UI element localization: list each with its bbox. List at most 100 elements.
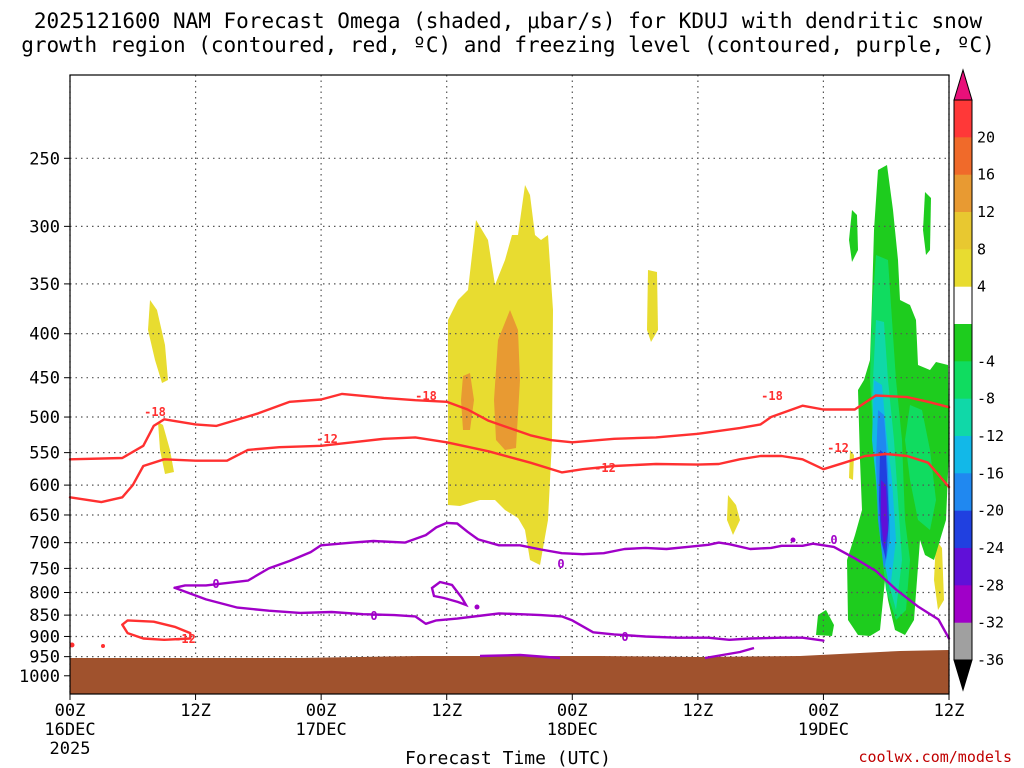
omega-shading [148, 185, 944, 610]
contour-labels: -18 -18 -18 -12 -12 -12 -12 0 0 0 0 0 [144, 389, 849, 646]
chart-title-line2: growth region (contoured, red, ºC) and f… [21, 33, 995, 57]
colorbar-label: -8 [977, 390, 995, 408]
colorbar-segment [954, 286, 972, 325]
colorbar-label: -12 [977, 427, 1004, 445]
x-tick-label: 00Z [55, 701, 86, 721]
colorbar-bottom-arrow [953, 659, 973, 692]
x-tick-date: 18DEC [547, 720, 598, 740]
colorbar-segment [954, 249, 972, 288]
freezing-level-fragments [69, 537, 796, 660]
contour-label-m18: -18 [415, 389, 437, 403]
x-tick-label: 00Z [557, 701, 588, 721]
y-tick-label: 350 [29, 275, 60, 295]
y-tick-label: 600 [29, 476, 60, 496]
colorbar-segment [954, 398, 972, 437]
chart-title-line1: 2025121600 NAM Forecast Omega (shaded, μ… [34, 9, 983, 33]
colorbar-segment [954, 361, 972, 400]
contour-label-m12: -12 [594, 461, 616, 475]
omega-region-upward [934, 540, 944, 610]
colorbar-top-arrow [953, 68, 973, 101]
colorbar-label: 8 [977, 240, 986, 258]
colorbar-label: -16 [977, 464, 1004, 482]
x-tick-label: 00Z [808, 701, 839, 721]
y-tick-label: 700 [29, 534, 60, 554]
colorbar-label: -20 [977, 502, 1004, 520]
x-tick-year: 2025 [50, 739, 91, 759]
x-tick-label: 12Z [682, 701, 713, 721]
x-axis-label: Forecast Time (UTC) [405, 748, 611, 768]
contour-label-m12: -12 [827, 441, 849, 455]
colorbar-segment [954, 473, 972, 512]
y-tick-label: 650 [29, 506, 60, 526]
dgz-contour [121, 619, 192, 641]
omega-region-downward [923, 192, 931, 255]
colorbar-segment [954, 622, 972, 661]
y-tick-label: 750 [29, 559, 60, 579]
dgz-contour [68, 392, 951, 461]
colorbar-segment [954, 436, 972, 474]
colorbar-segment [954, 324, 972, 362]
freezing-level-contour [173, 521, 951, 640]
freezing-level-contour [474, 604, 480, 610]
omega-region-upward [158, 422, 174, 474]
contour-label-m12: -12 [174, 632, 196, 646]
contour-label-m18: -18 [761, 389, 783, 403]
contour-label-zero: 0 [830, 533, 837, 547]
contour-label-zero: 0 [212, 577, 219, 591]
omega-region-upward [849, 450, 854, 480]
x-tick-label: 12Z [431, 701, 462, 721]
colorbar-label: -4 [977, 352, 995, 370]
y-tick-label: 500 [29, 408, 60, 428]
colorbar-label: -36 [977, 651, 1004, 669]
freezing-level-contour [704, 646, 755, 660]
colorbar-label: -32 [977, 614, 1004, 632]
omega-region-strong-upward [461, 373, 474, 430]
x-tick-date: 17DEC [296, 720, 347, 740]
x-tick-date: 16DEC [44, 720, 95, 740]
y-tick-label: 1000 [19, 667, 60, 687]
y-tick-label: 550 [29, 444, 60, 464]
freezing-level-contour [790, 537, 796, 543]
omega-region-downward [849, 210, 858, 262]
omega-region-downward [905, 405, 936, 530]
contour-label-zero: 0 [370, 609, 377, 623]
ground-fill [70, 650, 949, 694]
y-tick-label: 300 [29, 217, 60, 237]
y-tick-label: 450 [29, 369, 60, 389]
colorbar-label: -24 [977, 539, 1004, 557]
x-tick-label: 12Z [180, 701, 211, 721]
dgz-contour [101, 644, 105, 648]
freezing-level-contour [173, 586, 825, 642]
contour-label-zero: 0 [621, 630, 628, 644]
y-tick-label: 900 [29, 628, 60, 648]
colorbar-segment [954, 510, 972, 549]
colorbar-label: 16 [977, 166, 995, 184]
colorbar-segment [954, 548, 972, 586]
contours [68, 392, 951, 642]
colorbar-segment [954, 137, 972, 176]
colorbar-segment [954, 585, 972, 624]
colorbar-label: 4 [977, 278, 986, 296]
contour-label-m18: -18 [144, 405, 166, 419]
y-tick-label: 850 [29, 606, 60, 626]
contour-label-m12: -12 [316, 432, 338, 446]
contour-label-zero: 0 [557, 557, 564, 571]
freezing-level-contour [479, 653, 561, 660]
dgz-contour [68, 436, 951, 504]
colorbar: 20 16 12 8 4 -4 -8 -12 -16 -20 -24 -28 -32 -36 [953, 68, 1004, 692]
y-tick-label: 800 [29, 584, 60, 604]
colorbar-label: -28 [977, 576, 1004, 594]
omega-region-upward [647, 270, 658, 342]
omega-region-upward [727, 495, 740, 535]
omega-region-strong-upward [494, 310, 520, 450]
x-tick-label: 00Z [306, 701, 337, 721]
y-tick-label: 950 [29, 648, 60, 668]
y-tick-label: 250 [29, 149, 60, 169]
freezing-level-contour [430, 580, 469, 608]
colorbar-label: 12 [977, 203, 995, 221]
dgz-contour [69, 642, 75, 648]
x-tick-label: 12Z [934, 701, 965, 721]
plot-frame [69, 74, 950, 695]
